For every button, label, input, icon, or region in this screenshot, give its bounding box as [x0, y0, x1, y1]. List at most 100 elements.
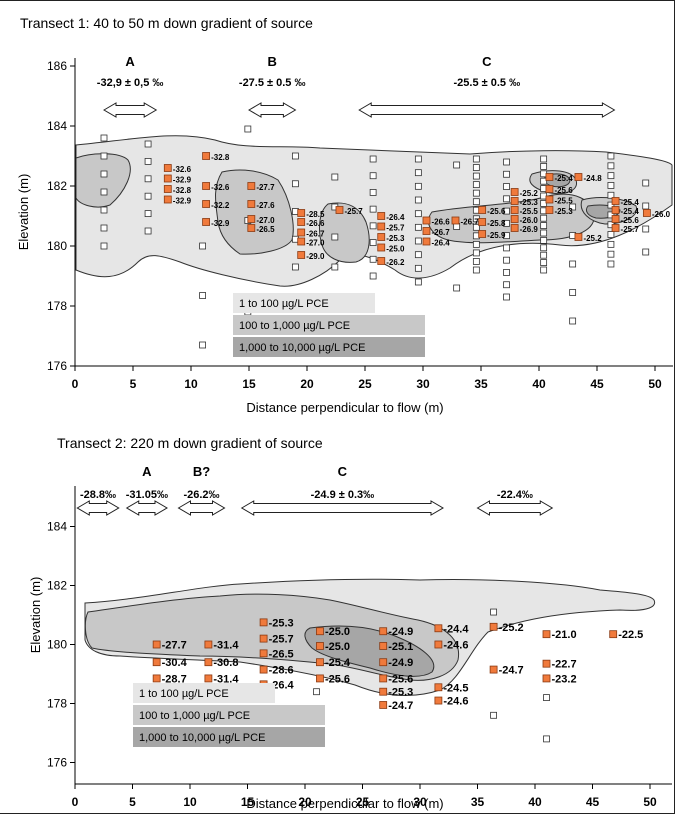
monitoring-point — [607, 240, 615, 248]
monitoring-point — [503, 183, 510, 190]
legend-label: 100 to 1,000 µg/L PCE — [139, 710, 250, 722]
sample-label: -25.9 — [487, 231, 506, 240]
sample-point — [297, 218, 306, 226]
sample-label: -25.3 — [386, 234, 405, 243]
monitoring-point — [503, 195, 510, 203]
sample-point — [163, 174, 172, 183]
sample-label: -26.5 — [269, 648, 294, 660]
monitoring-point — [313, 688, 320, 696]
monitoring-point — [503, 244, 510, 252]
sample-point — [377, 212, 386, 220]
sample-label: -26.7 — [431, 228, 450, 237]
monitoring-point — [503, 219, 510, 227]
sample-label: -25.2 — [583, 234, 602, 243]
sample-label: -22.7 — [552, 659, 577, 671]
sample-label: -25.7 — [269, 634, 294, 646]
zone-label: C — [338, 464, 348, 479]
monitoring-point — [414, 278, 422, 286]
sample-label: -32.9 — [173, 197, 192, 206]
legend-label: 1 to 100 µg/L PCE — [139, 688, 229, 700]
sample-label: -30.8 — [213, 657, 238, 669]
monitoring-point — [199, 292, 207, 299]
sample-label: -26.4 — [431, 239, 450, 248]
sample-point — [379, 701, 388, 709]
monitoring-point — [199, 242, 207, 250]
monitoring-point — [607, 182, 615, 189]
zone-label: A — [125, 54, 135, 69]
monitoring-point — [100, 206, 108, 214]
monitoring-point — [453, 161, 461, 169]
sample-point — [152, 674, 161, 683]
zone-label: B — [268, 54, 277, 69]
sample-label: -25.5 — [520, 207, 539, 216]
sample-point — [545, 185, 554, 193]
sample-point — [202, 200, 210, 208]
sample-point — [316, 642, 324, 650]
sample-label: -32.2 — [211, 201, 230, 210]
legend-swatch — [233, 315, 425, 335]
monitoring-point — [100, 152, 108, 160]
sample-label: -32.9 — [173, 176, 192, 185]
monitoring-point — [607, 211, 615, 219]
sample-label: -27.7 — [162, 640, 187, 652]
sample-label: -25.4 — [621, 198, 640, 207]
monitoring-points — [313, 608, 550, 743]
sample-point — [204, 674, 213, 683]
x-axis-label: Distance perpendicular to flow (m) — [246, 400, 443, 415]
sample-point — [545, 173, 554, 181]
zone-label: B? — [193, 464, 210, 479]
monitoring-point — [291, 180, 299, 188]
monitoring-point — [540, 266, 548, 274]
panel-transect-1: Transect 1: 40 to 50 m down gradient of … — [16, 15, 673, 415]
monitoring-point — [414, 264, 422, 272]
x-tick-label: 25 — [356, 795, 370, 809]
sample-label: -27.7 — [256, 183, 275, 192]
sample-label: -32.8 — [173, 186, 192, 195]
sample-label: -24.6 — [443, 696, 468, 708]
sample-point — [510, 206, 519, 214]
sample-point — [202, 218, 210, 226]
x-tick-label: 50 — [648, 377, 662, 391]
sample-point — [434, 696, 443, 705]
sample-label: -26.7 — [460, 218, 479, 227]
x-tick-label: 50 — [643, 795, 657, 809]
monitoring-point — [472, 266, 480, 274]
sample-label: -25.6 — [325, 673, 350, 685]
zone-isotope-value: -24.9 ± 0.3‰ — [311, 489, 375, 501]
zone-isotope-value: -25.5 ± 0.5 ‰ — [454, 77, 521, 89]
sample-point — [542, 674, 551, 683]
monitoring-point — [414, 210, 422, 218]
x-tick-label: 35 — [474, 377, 488, 391]
contour-mid — [215, 169, 294, 255]
monitoring-point — [607, 162, 615, 170]
sample-point — [163, 185, 172, 193]
sample-points: -27.7 -30.4 -28.7 -31.4 -30.8 -31.4 -25.3 -25.7… — [152, 617, 643, 712]
x-tick-label: 40 — [528, 795, 542, 809]
panel-transect-2: Transect 2: 220 m down gradient of sourc… — [28, 435, 672, 811]
monitoring-point — [472, 164, 480, 171]
sample-label: -25.2 — [499, 622, 524, 634]
sample-point — [259, 618, 268, 627]
sample-points: -32.6-32.9-32.8-32.9-32.8-32.6-32.2-32.9… — [163, 152, 671, 267]
monitoring-point — [144, 227, 152, 235]
sample-point — [379, 642, 388, 650]
sample-label: -26.2 — [386, 258, 405, 267]
sample-label: -28.5 — [306, 210, 325, 219]
sample-label: -25.2 — [520, 189, 539, 198]
sample-point — [434, 640, 443, 649]
sample-point — [510, 224, 519, 232]
zone-isotope-value: -32,9 ± 0,5 ‰ — [97, 77, 164, 89]
monitoring-points — [100, 125, 650, 349]
sample-point — [489, 665, 498, 674]
x-tick-label: 45 — [586, 795, 600, 809]
sample-point — [297, 251, 306, 259]
y-tick-label: 178 — [47, 299, 67, 313]
sample-point — [545, 206, 554, 214]
x-tick-label: 25 — [358, 377, 372, 391]
sample-point — [247, 182, 256, 190]
monitoring-point — [642, 225, 650, 233]
y-axis-label: Elevation (m) — [28, 577, 43, 654]
legend-swatch — [133, 727, 325, 747]
monitoring-point — [369, 155, 377, 163]
